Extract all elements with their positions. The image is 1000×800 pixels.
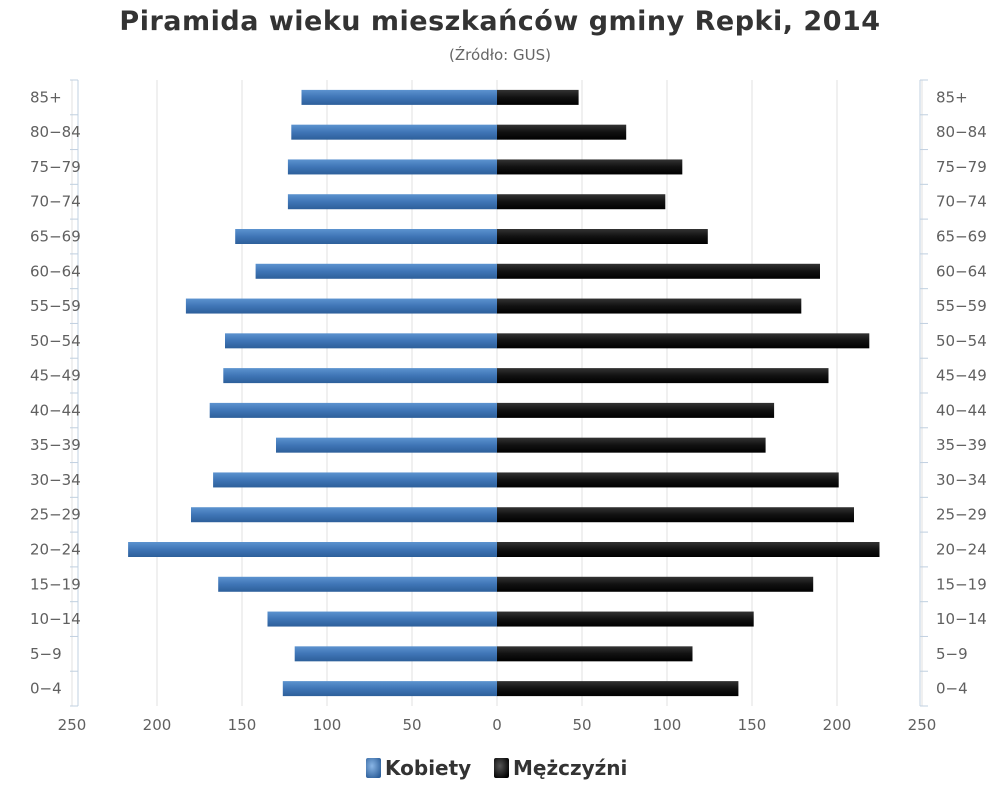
bar-kobiety [225, 333, 497, 349]
category-label-left: 55−59 [30, 297, 81, 315]
category-label-right: 85+ [936, 88, 968, 106]
category-label-left: 65−69 [30, 228, 81, 246]
bar-mezczyzni [497, 194, 666, 210]
x-tick-label: 0 [492, 716, 502, 734]
category-label-right: 25−29 [936, 506, 987, 524]
bar-mezczyzni [497, 89, 579, 105]
category-label-left: 60−64 [30, 262, 81, 280]
category-label-right: 15−19 [936, 575, 987, 593]
category-label-right: 65−69 [936, 228, 987, 246]
bar-kobiety [287, 159, 497, 175]
bar-kobiety [128, 542, 497, 557]
bar-mezczyzni [497, 646, 693, 662]
category-label-right: 55−59 [936, 297, 987, 315]
x-tick-label: 150 [228, 716, 257, 734]
x-tick-label: 100 [653, 716, 682, 734]
category-label-left: 20−24 [30, 541, 81, 559]
bar-mezczyzni [497, 333, 870, 349]
bar-kobiety [218, 576, 497, 592]
bar-kobiety [301, 89, 497, 105]
legend-item-kobiety[interactable]: Kobiety [385, 756, 471, 780]
category-label-right: 35−39 [936, 436, 987, 454]
chart-subtitle: (Źródło: GUS) [449, 46, 551, 64]
bar-mezczyzni [497, 681, 739, 697]
legend-item-mezczyzni[interactable]: Mężczyźni [513, 756, 627, 780]
bar-kobiety [223, 368, 498, 384]
category-label-left: 5−9 [30, 645, 62, 663]
category-label-left: 45−49 [30, 367, 81, 385]
x-tick-label: 200 [143, 716, 172, 734]
category-label-left: 35−39 [30, 436, 81, 454]
category-label-left: 85+ [30, 88, 62, 106]
bar-mezczyzni [497, 576, 814, 592]
category-label-left: 80−84 [30, 123, 81, 141]
x-tick-label: 50 [402, 716, 421, 734]
category-label-right: 10−14 [936, 610, 987, 628]
category-label-right: 45−49 [936, 367, 987, 385]
category-label-right: 70−74 [936, 193, 987, 211]
x-tick-label: 250 [908, 716, 937, 734]
category-label-left: 50−54 [30, 332, 81, 350]
bar-kobiety [191, 507, 497, 523]
bar-mezczyzni [497, 472, 839, 488]
bar-kobiety [287, 194, 497, 210]
bar-kobiety [235, 229, 497, 244]
category-label-right: 80−84 [936, 123, 987, 141]
bar-kobiety [276, 437, 497, 453]
bar-kobiety [291, 124, 497, 140]
bar-mezczyzni [497, 437, 766, 453]
bar-mezczyzni [497, 368, 829, 384]
category-label-left: 0−4 [30, 680, 62, 698]
bar-mezczyzni [497, 263, 820, 279]
category-label-right: 0−4 [936, 680, 968, 698]
category-label-left: 30−34 [30, 471, 81, 489]
category-label-right: 20−24 [936, 541, 987, 559]
bar-kobiety [282, 681, 497, 697]
category-label-left: 40−44 [30, 401, 81, 419]
labels-layer: 250 200 150 100 50 0 50 100 150 200 250 85+ 85+ 80−84… [30, 88, 987, 734]
bar-mezczyzni [497, 611, 754, 627]
category-label-right: 5−9 [936, 645, 968, 663]
category-label-left: 25−29 [30, 506, 81, 524]
bar-mezczyzni [497, 159, 683, 175]
category-label-right: 75−79 [936, 158, 987, 176]
chart-title: Piramida wieku mieszkańców gminy Repki, … [119, 6, 881, 37]
x-tick-label: 250 [58, 716, 87, 734]
grid-layer [70, 79, 928, 707]
bar-kobiety [294, 646, 497, 662]
category-label-right: 50−54 [936, 332, 987, 350]
x-tick-label: 50 [572, 716, 591, 734]
legend-swatch [494, 758, 509, 778]
category-label-left: 70−74 [30, 193, 81, 211]
category-label-left: 10−14 [30, 610, 81, 628]
x-tick-label: 150 [738, 716, 767, 734]
bar-kobiety [267, 611, 497, 627]
x-tick-label: 100 [313, 716, 342, 734]
bar-kobiety [213, 472, 497, 488]
category-label-left: 15−19 [30, 575, 81, 593]
legend-swatch [366, 758, 381, 778]
category-label-right: 60−64 [936, 262, 987, 280]
bar-mezczyzni [497, 229, 708, 244]
category-label-right: 30−34 [936, 471, 987, 489]
category-label-right: 40−44 [936, 401, 987, 419]
category-label-left: 75−79 [30, 158, 81, 176]
bar-mezczyzni [497, 402, 775, 418]
bars-layer [128, 89, 880, 697]
legend[interactable]: Kobiety Mężczyźni [366, 756, 627, 780]
bar-mezczyzni [497, 298, 802, 314]
x-tick-label: 200 [823, 716, 852, 734]
bar-mezczyzni [497, 124, 627, 140]
bar-kobiety [209, 402, 497, 418]
bar-kobiety [185, 298, 497, 314]
bar-mezczyzni [497, 542, 880, 557]
bar-kobiety [255, 263, 497, 279]
bar-mezczyzni [497, 507, 854, 523]
